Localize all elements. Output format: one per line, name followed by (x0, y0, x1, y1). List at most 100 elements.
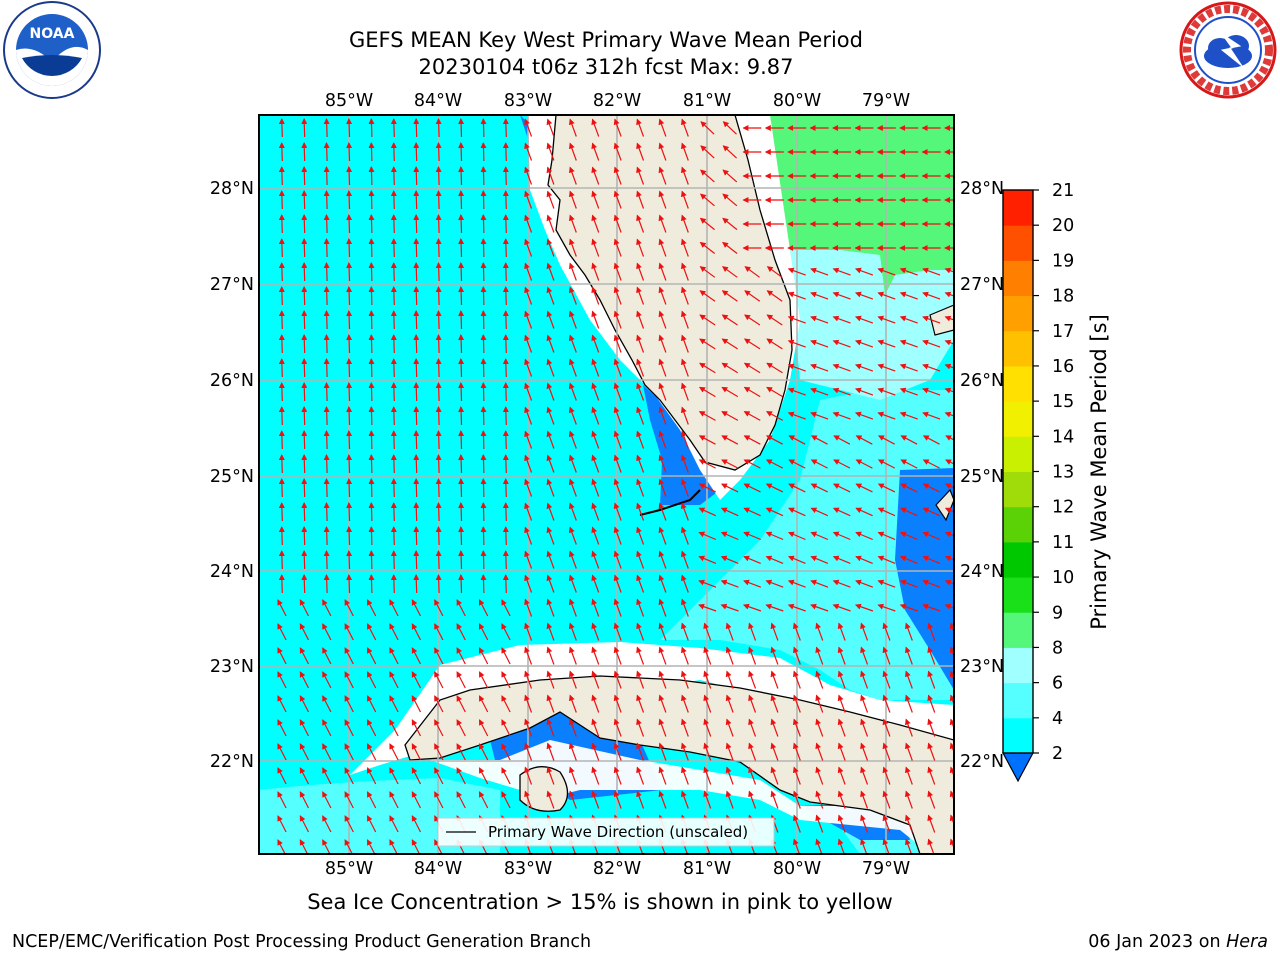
wave-arrow (278, 334, 285, 354)
wave-arrow (501, 767, 511, 785)
wave-arrow (390, 142, 397, 162)
wave-arrow (748, 766, 757, 785)
wave-arrow (368, 454, 375, 474)
wave-arrow (636, 430, 645, 449)
wave-arrow (725, 694, 734, 713)
wave-arrow (899, 603, 918, 612)
noaa-logo-text: NOAA (30, 26, 75, 42)
wave-arrow (278, 262, 285, 282)
wave-arrow (854, 339, 874, 348)
wave-arrow (743, 579, 762, 588)
wave-arrow (458, 214, 465, 234)
wave-arrow (390, 214, 397, 234)
wave-arrow (877, 555, 896, 564)
wave-arrow (546, 766, 555, 785)
wave-arrow (502, 382, 509, 402)
wave-arrow (949, 622, 954, 634)
lat-label-right: 24°N (960, 562, 1004, 582)
wave-arrow (810, 483, 828, 493)
wave-arrow (458, 502, 465, 522)
wave-arrow (703, 670, 712, 689)
wave-arrow (636, 742, 645, 761)
wave-arrow (301, 214, 308, 234)
wave-arrow (792, 646, 801, 665)
wave-arrow (390, 502, 397, 522)
colorbar: 2 4 6 8 9 10 11 12 13 14 15 16 17 18 19 20 21 (1001, 181, 1074, 783)
wave-arrow (480, 190, 487, 210)
wave-arrow (743, 411, 761, 421)
wave-arrow (323, 550, 330, 570)
axis-labels: 85°W 85°W 84°W 84°W 83°W 83°W 82°W 82°W 81°W 81°W… (210, 91, 1004, 879)
wave-arrow (368, 238, 375, 258)
colorbar-tick-label: 21 (1052, 181, 1074, 201)
wave-arrow (524, 694, 533, 713)
wave-arrow (949, 766, 954, 778)
wave-arrow (568, 598, 577, 617)
wave-arrow (854, 603, 874, 612)
wave-arrow (568, 334, 577, 353)
wave-arrow (502, 262, 509, 282)
wave-arrow (944, 291, 954, 298)
wave-arrow (636, 478, 645, 497)
wave-arrow (613, 622, 622, 641)
wave-arrow (832, 555, 851, 564)
wave-arrow (721, 314, 738, 326)
wave-arrow (368, 574, 375, 594)
wave-arrow (413, 142, 420, 162)
wave-arrow (390, 166, 397, 186)
wave-arrow (301, 118, 308, 138)
wave-arrow (949, 694, 954, 706)
wave-arrow (278, 574, 285, 594)
wave-arrow (877, 315, 896, 324)
wave-arrow (899, 579, 918, 588)
wave-arrow (832, 507, 851, 517)
wave-arrow (658, 766, 667, 785)
wave-arrow (855, 531, 873, 541)
wave-arrow (568, 190, 577, 209)
wave-arrow (389, 719, 399, 737)
wave-arrow (591, 694, 600, 713)
wave-arrow (904, 742, 913, 761)
wave-arrow (546, 742, 555, 761)
wave-arrow (568, 430, 577, 449)
wave-arrow (480, 574, 487, 594)
wave-arrow (944, 411, 954, 418)
wave-arrow (722, 193, 738, 207)
wave-arrow (301, 142, 308, 162)
wave-arrow (613, 766, 622, 785)
wave-arrow (949, 814, 954, 826)
wave-arrow (346, 166, 353, 186)
wave-arrow (636, 766, 645, 785)
wave-arrow (698, 507, 717, 517)
wave-arrow (502, 142, 509, 162)
wave-arrow (323, 166, 330, 186)
wave-arrow (480, 334, 487, 354)
wave-arrow (413, 334, 420, 354)
wave-arrow (658, 142, 667, 161)
wave-arrow (458, 310, 465, 330)
wave-arrow (458, 550, 465, 570)
wave-arrow (480, 262, 487, 282)
wave-arrow (524, 574, 533, 593)
wave-arrow (413, 358, 420, 378)
wave-arrow (456, 743, 466, 761)
lat-label-right: 23°N (960, 657, 1004, 677)
wave-arrow (413, 502, 420, 522)
wave-arrow (743, 555, 761, 564)
wave-arrow (524, 478, 533, 497)
wave-arrow (636, 286, 645, 305)
wave-arrow (815, 766, 824, 785)
wave-arrow (344, 623, 354, 641)
wave-arrow (480, 454, 487, 474)
wave-arrow (278, 310, 285, 330)
wave-arrow (698, 435, 716, 445)
wave-arrow (744, 266, 760, 278)
wave-arrow (900, 483, 918, 493)
wave-arrow (658, 262, 667, 281)
wave-arrow (390, 382, 397, 402)
wave-arrow (613, 382, 622, 401)
wave-arrow (591, 382, 600, 401)
wave-arrow (524, 718, 533, 737)
colorbar-tick-label: 6 (1052, 674, 1063, 694)
wave-arrow (502, 550, 509, 570)
